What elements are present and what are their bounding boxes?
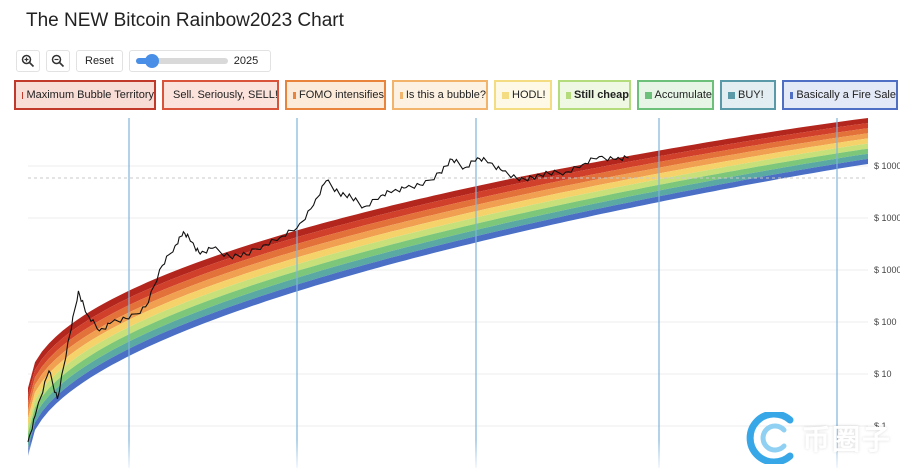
slider-fill — [135, 58, 153, 64]
legend-item[interactable]: Basically a Fire Sale — [782, 80, 898, 110]
y-tick-label: $ 1000 — [874, 265, 900, 275]
legend-item[interactable]: Is this a bubble? — [392, 80, 488, 110]
slider-handle[interactable] — [145, 54, 160, 68]
watermark-text: 币圈子 — [801, 424, 892, 455]
price-line — [27, 154, 629, 443]
slider-track[interactable] — [135, 54, 228, 68]
zoom-out-icon — [51, 54, 65, 68]
y-tick-label: $ 1000 — [874, 213, 900, 223]
legend-label: Is this a bubble? — [405, 89, 486, 101]
legend-item[interactable]: Sell. Seriously, SELL! — [162, 80, 279, 110]
legend-item[interactable]: BUY! — [720, 80, 776, 110]
y-tick-label: $ 100 — [874, 317, 897, 327]
zoom-in-button[interactable] — [16, 50, 40, 72]
legend-label: Accumulate — [654, 89, 712, 101]
legend-item[interactable]: Still cheap — [558, 80, 631, 110]
legend-item[interactable]: Maximum Bubble Territory — [14, 80, 156, 110]
legend-label: Sell. Seriously, SELL! — [173, 89, 278, 101]
legend-label: Basically a Fire Sale — [796, 89, 896, 101]
bottom-fade — [28, 440, 868, 468]
reset-button[interactable]: Reset — [76, 50, 123, 72]
zoom-in-icon — [21, 54, 35, 68]
legend-swatch — [400, 91, 403, 99]
chart-toolbar: Reset 2025 — [16, 50, 271, 72]
legend-swatch — [22, 91, 24, 99]
slider-value: 2025 — [233, 55, 259, 67]
legend-label: Still cheap — [573, 89, 629, 101]
zoom-out-button[interactable] — [46, 50, 70, 72]
y-tick-label: $ 1000 — [874, 161, 900, 171]
legend-swatch — [566, 91, 571, 99]
legend-swatch — [728, 91, 735, 99]
legend-label: BUY! — [738, 89, 764, 101]
legend-swatch — [293, 91, 297, 99]
legend-swatch — [645, 91, 652, 99]
watermark: 币圈子 — [746, 412, 892, 464]
page-title: The NEW Bitcoin Rainbow2023 Chart — [26, 10, 344, 31]
legend-label: HODL! — [512, 89, 546, 101]
legend-label: Maximum Bubble Territory — [26, 89, 154, 101]
logo-icon — [746, 412, 794, 464]
y-tick-label: $ 10 — [874, 369, 892, 379]
y-tick-label: $ 1 — [874, 421, 887, 431]
legend-label: FOMO intensifies — [299, 89, 384, 101]
legend-swatch — [502, 91, 509, 99]
year-slider[interactable]: 2025 — [128, 50, 271, 72]
legend-swatch — [790, 91, 794, 99]
legend-item[interactable]: HODL! — [494, 80, 552, 110]
legend-item[interactable]: Accumulate — [637, 80, 714, 110]
legend-item[interactable]: FOMO intensifies — [285, 80, 386, 110]
